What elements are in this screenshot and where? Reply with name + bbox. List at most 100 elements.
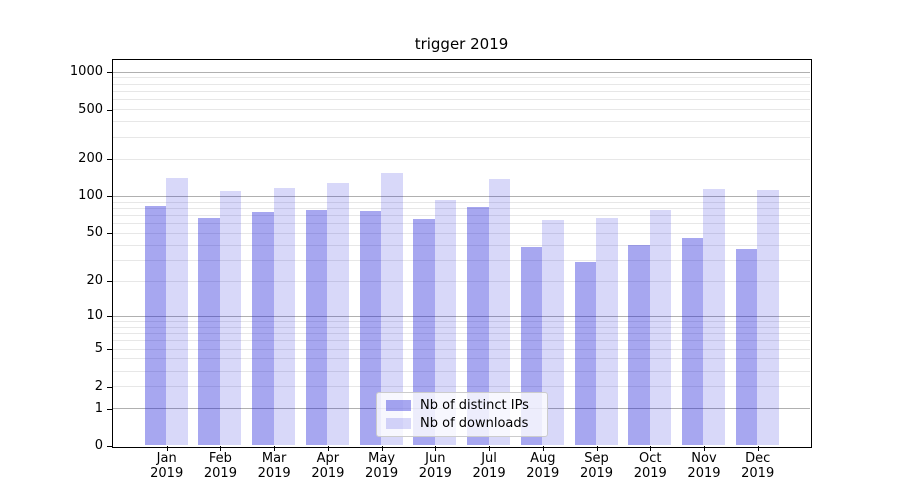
- minor-gridline: [112, 158, 810, 160]
- bar-downloads: [649, 209, 672, 446]
- x-tick-mark: [650, 446, 652, 451]
- minor-gridline: [112, 109, 810, 111]
- x-tick-year: 2019: [579, 466, 614, 481]
- bar-distinct-ips: [413, 218, 435, 446]
- y-tick-label: 10: [86, 308, 103, 324]
- minor-gridline: [112, 320, 810, 322]
- major-gridline: [112, 315, 810, 317]
- y-tick-mark: [107, 281, 112, 283]
- minor-gridline: [112, 386, 810, 388]
- minor-gridline: [112, 232, 810, 234]
- legend-label-distinct-ips: Nb of distinct IPs: [420, 398, 529, 414]
- x-tick-label: Sep 2019: [567, 451, 627, 481]
- minor-gridline: [112, 201, 810, 203]
- bar-downloads: [542, 219, 564, 446]
- y-tick-label: 1: [94, 400, 103, 416]
- x-tick-mark: [542, 446, 544, 451]
- plot-area: [111, 58, 812, 448]
- x-tick-label: Jan 2019: [137, 451, 197, 481]
- x-tick-label: Oct 2019: [620, 451, 680, 481]
- minor-gridline: [112, 340, 810, 342]
- legend: Nb of distinct IPs Nb of downloads: [376, 392, 548, 437]
- x-tick-label: Dec 2019: [728, 451, 788, 481]
- bar-downloads: [757, 190, 779, 446]
- y-tick-mark: [107, 159, 112, 161]
- y-tick-mark: [107, 196, 112, 198]
- y-tick-mark: [107, 349, 112, 351]
- major-gridline: [112, 195, 810, 197]
- x-tick-month: Dec: [745, 451, 771, 466]
- bar-distinct-ips: [305, 209, 328, 446]
- bar-distinct-ips: [735, 248, 758, 446]
- minor-gridline: [112, 280, 810, 282]
- minor-gridline: [112, 259, 810, 261]
- x-tick-label: Apr 2019: [298, 451, 358, 481]
- bar-distinct-ips: [144, 206, 167, 446]
- x-tick-mark: [703, 446, 705, 451]
- x-tick-label: May 2019: [352, 451, 412, 481]
- x-tick-month: May: [368, 451, 396, 466]
- x-tick-label: Jun 2019: [405, 451, 465, 481]
- x-tick-year: 2019: [687, 466, 721, 481]
- minor-gridline: [112, 83, 810, 85]
- bar-distinct-ips: [628, 244, 650, 446]
- y-tick-mark: [107, 408, 112, 410]
- legend-item-downloads: Nb of downloads: [386, 416, 538, 431]
- y-tick-mark: [107, 109, 112, 111]
- bar-downloads: [596, 218, 618, 446]
- x-tick-month: Nov: [691, 451, 717, 466]
- x-tick-month: Jun: [425, 451, 446, 466]
- bar-downloads: [381, 172, 403, 446]
- minor-gridline: [112, 333, 810, 335]
- minor-gridline: [112, 91, 810, 93]
- minor-gridline: [112, 223, 810, 225]
- x-tick-label: Nov 2019: [674, 451, 734, 481]
- x-tick-year: 2019: [741, 466, 775, 481]
- y-tick-label: 50: [86, 225, 103, 241]
- legend-swatch-downloads: [386, 417, 411, 429]
- x-tick-mark: [220, 446, 222, 451]
- bar-distinct-ips: [198, 218, 220, 446]
- x-tick-mark: [381, 446, 383, 451]
- y-tick-label: 20: [86, 273, 103, 289]
- bar-downloads: [166, 177, 188, 446]
- x-tick-mark: [489, 446, 491, 451]
- x-tick-year: 2019: [472, 466, 506, 481]
- y-tick-label: 5: [94, 341, 103, 357]
- y-tick-label: 500: [78, 101, 103, 117]
- x-tick-month: Aug: [530, 451, 556, 466]
- bar-downloads: [434, 199, 457, 446]
- y-tick-mark: [107, 233, 112, 235]
- bar-downloads: [703, 189, 725, 446]
- y-tick-mark: [107, 72, 112, 74]
- minor-gridline: [112, 358, 810, 360]
- minor-gridline: [112, 326, 810, 328]
- x-tick-month: Jan: [156, 451, 177, 466]
- y-tick-label: 1000: [69, 64, 103, 80]
- bar-downloads: [327, 182, 349, 446]
- x-tick-mark: [274, 446, 276, 451]
- y-tick-mark: [107, 316, 112, 318]
- x-tick-month: Mar: [261, 451, 287, 466]
- x-tick-mark: [596, 446, 598, 451]
- x-tick-year: 2019: [633, 466, 667, 481]
- x-tick-year: 2019: [257, 466, 291, 481]
- y-tick-label: 2: [94, 378, 103, 394]
- bar-distinct-ips: [681, 238, 704, 446]
- x-tick-year: 2019: [150, 466, 184, 481]
- bar-distinct-ips: [252, 211, 274, 446]
- y-tick-label: 0: [94, 438, 103, 453]
- x-tick-label: Jul 2019: [459, 451, 519, 481]
- x-tick-year: 2019: [526, 466, 560, 481]
- minor-gridline: [112, 121, 810, 123]
- bar-downloads: [488, 178, 511, 446]
- minor-gridline: [112, 136, 810, 138]
- x-tick-mark: [757, 446, 759, 451]
- x-tick-label: Feb 2019: [190, 451, 250, 481]
- x-tick-label: Aug 2019: [513, 451, 573, 481]
- x-tick-month: Apr: [316, 451, 340, 466]
- minor-gridline: [112, 214, 810, 216]
- x-tick-label: Mar 2019: [244, 451, 304, 481]
- y-tick-label: 100: [78, 188, 103, 204]
- y-tick-label: 200: [78, 151, 103, 167]
